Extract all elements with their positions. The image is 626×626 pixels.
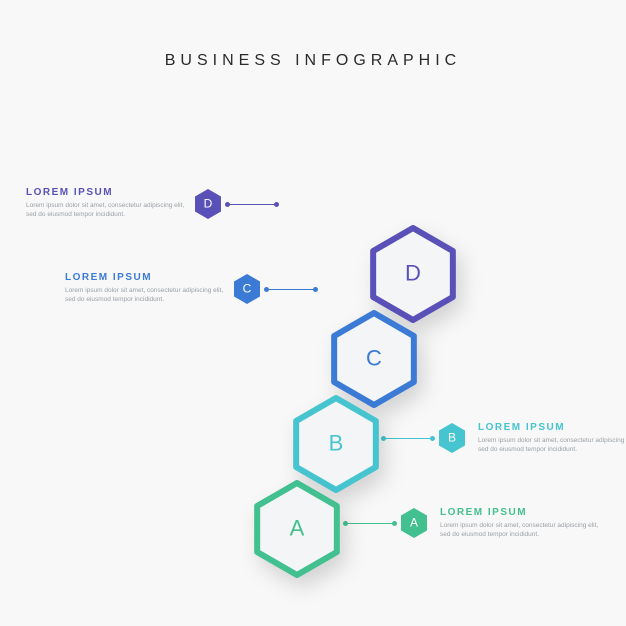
step-heading: LOREM IPSUM [65,272,225,283]
step-heading: LOREM IPSUM [478,422,626,433]
connector-a [346,523,394,524]
small-hex-letter: C [243,282,252,296]
step-body: Lorem ipsum dolor sit amet, consectetur … [478,437,626,455]
step-text-b: LOREM IPSUM Lorem ipsum dolor sit amet, … [478,422,626,455]
small-hex-letter: B [448,431,456,445]
connector-b [384,438,432,439]
small-hex-b: B [437,423,467,453]
step-heading: LOREM IPSUM [440,507,600,518]
step-hex-a: A [245,477,349,581]
step-heading: LOREM IPSUM [26,187,186,198]
infographic-canvas: BUSINESS INFOGRAPHIC A A LOREM IPSUM Lor… [0,0,626,626]
step-hex-letter: B [329,430,344,456]
step-text-c: LOREM IPSUM Lorem ipsum dolor sit amet, … [65,272,225,305]
step-hex-letter: D [405,260,421,286]
small-hex-letter: A [410,516,418,530]
step-hex-letter: A [290,515,305,541]
step-body: Lorem ipsum dolor sit amet, consectetur … [26,202,186,220]
connector-c [267,289,315,290]
page-title: BUSINESS INFOGRAPHIC [0,52,626,70]
connector-d [228,204,276,205]
step-text-a: LOREM IPSUM Lorem ipsum dolor sit amet, … [440,507,600,540]
step-hex-letter: C [366,345,382,371]
step-text-d: LOREM IPSUM Lorem ipsum dolor sit amet, … [26,187,186,220]
step-body: Lorem ipsum dolor sit amet, consectetur … [440,522,600,540]
small-hex-c: C [232,274,262,304]
step-body: Lorem ipsum dolor sit amet, consectetur … [65,287,225,305]
small-hex-letter: D [204,197,213,211]
small-hex-d: D [193,189,223,219]
small-hex-a: A [399,508,429,538]
